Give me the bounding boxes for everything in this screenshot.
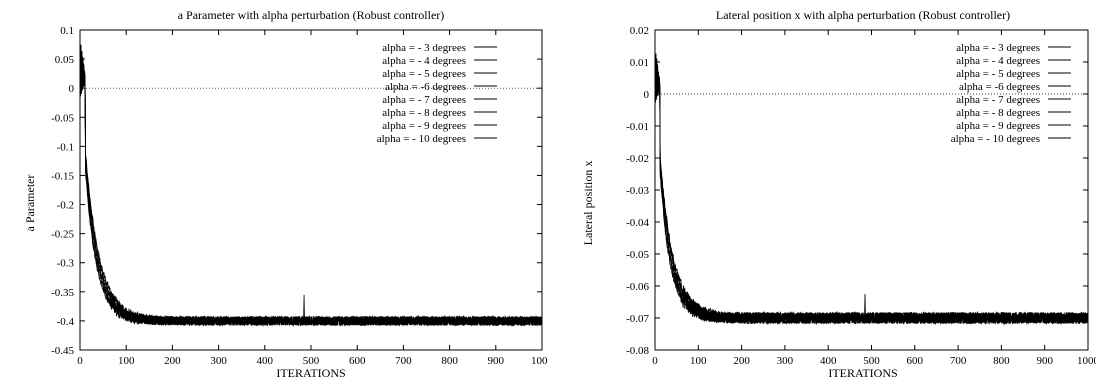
y-tick-label: -0.25 [51,229,74,241]
legend-label: alpha = - 5 degrees [956,68,1040,80]
x-tick-label: 100 [690,355,707,367]
series-line [79,38,543,327]
x-tick-label: 300 [210,355,227,367]
y-tick-label: -0.04 [626,217,649,229]
x-axis-label: ITERATIONS [828,366,897,380]
x-tick-label: 0 [77,355,83,367]
x-tick-label: 800 [993,355,1010,367]
y-tick-label: 0.02 [630,25,649,37]
legend-label: alpha = - 9 degrees [956,120,1040,132]
legend-label: alpha = - 8 degrees [956,107,1040,119]
x-tick-label: 600 [349,355,366,367]
legend-label: alpha = -6 degrees [385,81,466,93]
y-tick-label: 0.01 [630,57,649,69]
legend-label: alpha = - 7 degrees [382,94,466,106]
y-tick-label: -0.02 [626,153,649,165]
series-line [79,38,543,327]
y-tick-label: 0 [69,83,75,95]
x-tick-label: 900 [1036,355,1053,367]
x-tick-label: 400 [820,355,837,367]
y-tick-label: 0.05 [55,54,75,66]
chart-b-svg: Lateral position x with alpha perturbati… [581,8,1096,380]
legend-label: alpha = - 4 degrees [382,55,466,67]
legend-label: alpha = - 10 degrees [951,133,1040,145]
y-tick-label: -0.2 [57,200,74,212]
chart-title: Lateral position x with alpha perturbati… [716,8,1010,22]
x-tick-label: 800 [441,355,458,367]
plot-frame [79,29,543,351]
legend-label: alpha = - 3 degrees [956,42,1040,54]
x-tick-label: 700 [395,355,412,367]
legend-label: alpha = - 9 degrees [382,120,466,132]
x-tick-label: 200 [733,355,750,367]
x-tick-label: 0 [652,355,658,367]
y-tick-label: -0.15 [51,170,74,182]
chart-a-parameter: a Parameter with alpha perturbation (Rob… [0,0,554,382]
x-tick-label: 100 [118,355,135,367]
legend-label: alpha = - 4 degrees [956,55,1040,67]
x-tick-label: 700 [950,355,967,367]
series-line [654,51,1089,325]
legend-label: alpha = -6 degrees [959,81,1040,93]
x-tick-label: 900 [488,355,505,367]
y-tick-label: -0.45 [51,345,74,357]
y-tick-label: -0.1 [57,141,74,153]
series-line [79,38,543,327]
y-tick-label: -0.05 [51,112,74,124]
chart-a-svg: a Parameter with alpha perturbation (Rob… [23,8,554,380]
legend-label: alpha = - 3 degrees [382,42,466,54]
legend-label: alpha = - 7 degrees [956,94,1040,106]
y-tick-label: -0.08 [626,345,649,357]
y-tick-label: -0.35 [51,287,74,299]
y-tick-label: -0.03 [626,185,649,197]
y-tick-label: 0 [644,89,650,101]
y-tick-label: 0.1 [60,25,74,37]
y-tick-label: -0.06 [626,281,649,293]
x-tick-label: 200 [164,355,181,367]
y-tick-label: -0.3 [57,258,75,270]
chart-title: a Parameter with alpha perturbation (Rob… [178,8,445,22]
y-tick-label: -0.07 [626,313,649,325]
legend-label: alpha = - 10 degrees [377,133,466,145]
series-line [79,38,543,327]
chart-lateral-position: Lateral position x with alpha perturbati… [548,0,1096,382]
series-line [79,38,543,328]
legend-label: alpha = - 8 degrees [382,107,466,119]
x-tick-label: 500 [303,355,320,367]
y-tick-label: -0.05 [626,249,649,261]
x-tick-label: 600 [907,355,924,367]
legend-label: alpha = - 5 degrees [382,68,466,80]
y-tick-label: -0.4 [57,316,75,328]
y-tick-label: -0.01 [626,121,649,133]
x-tick-label: 300 [777,355,794,367]
series-line [79,38,543,327]
x-tick-label: 400 [257,355,274,367]
x-axis-label: ITERATIONS [276,366,345,380]
series-line [79,38,543,327]
y-axis-label: a Parameter [23,175,37,232]
y-axis-label: Lateral position x [581,161,595,246]
x-tick-label: 500 [863,355,880,367]
series-line [79,38,543,327]
